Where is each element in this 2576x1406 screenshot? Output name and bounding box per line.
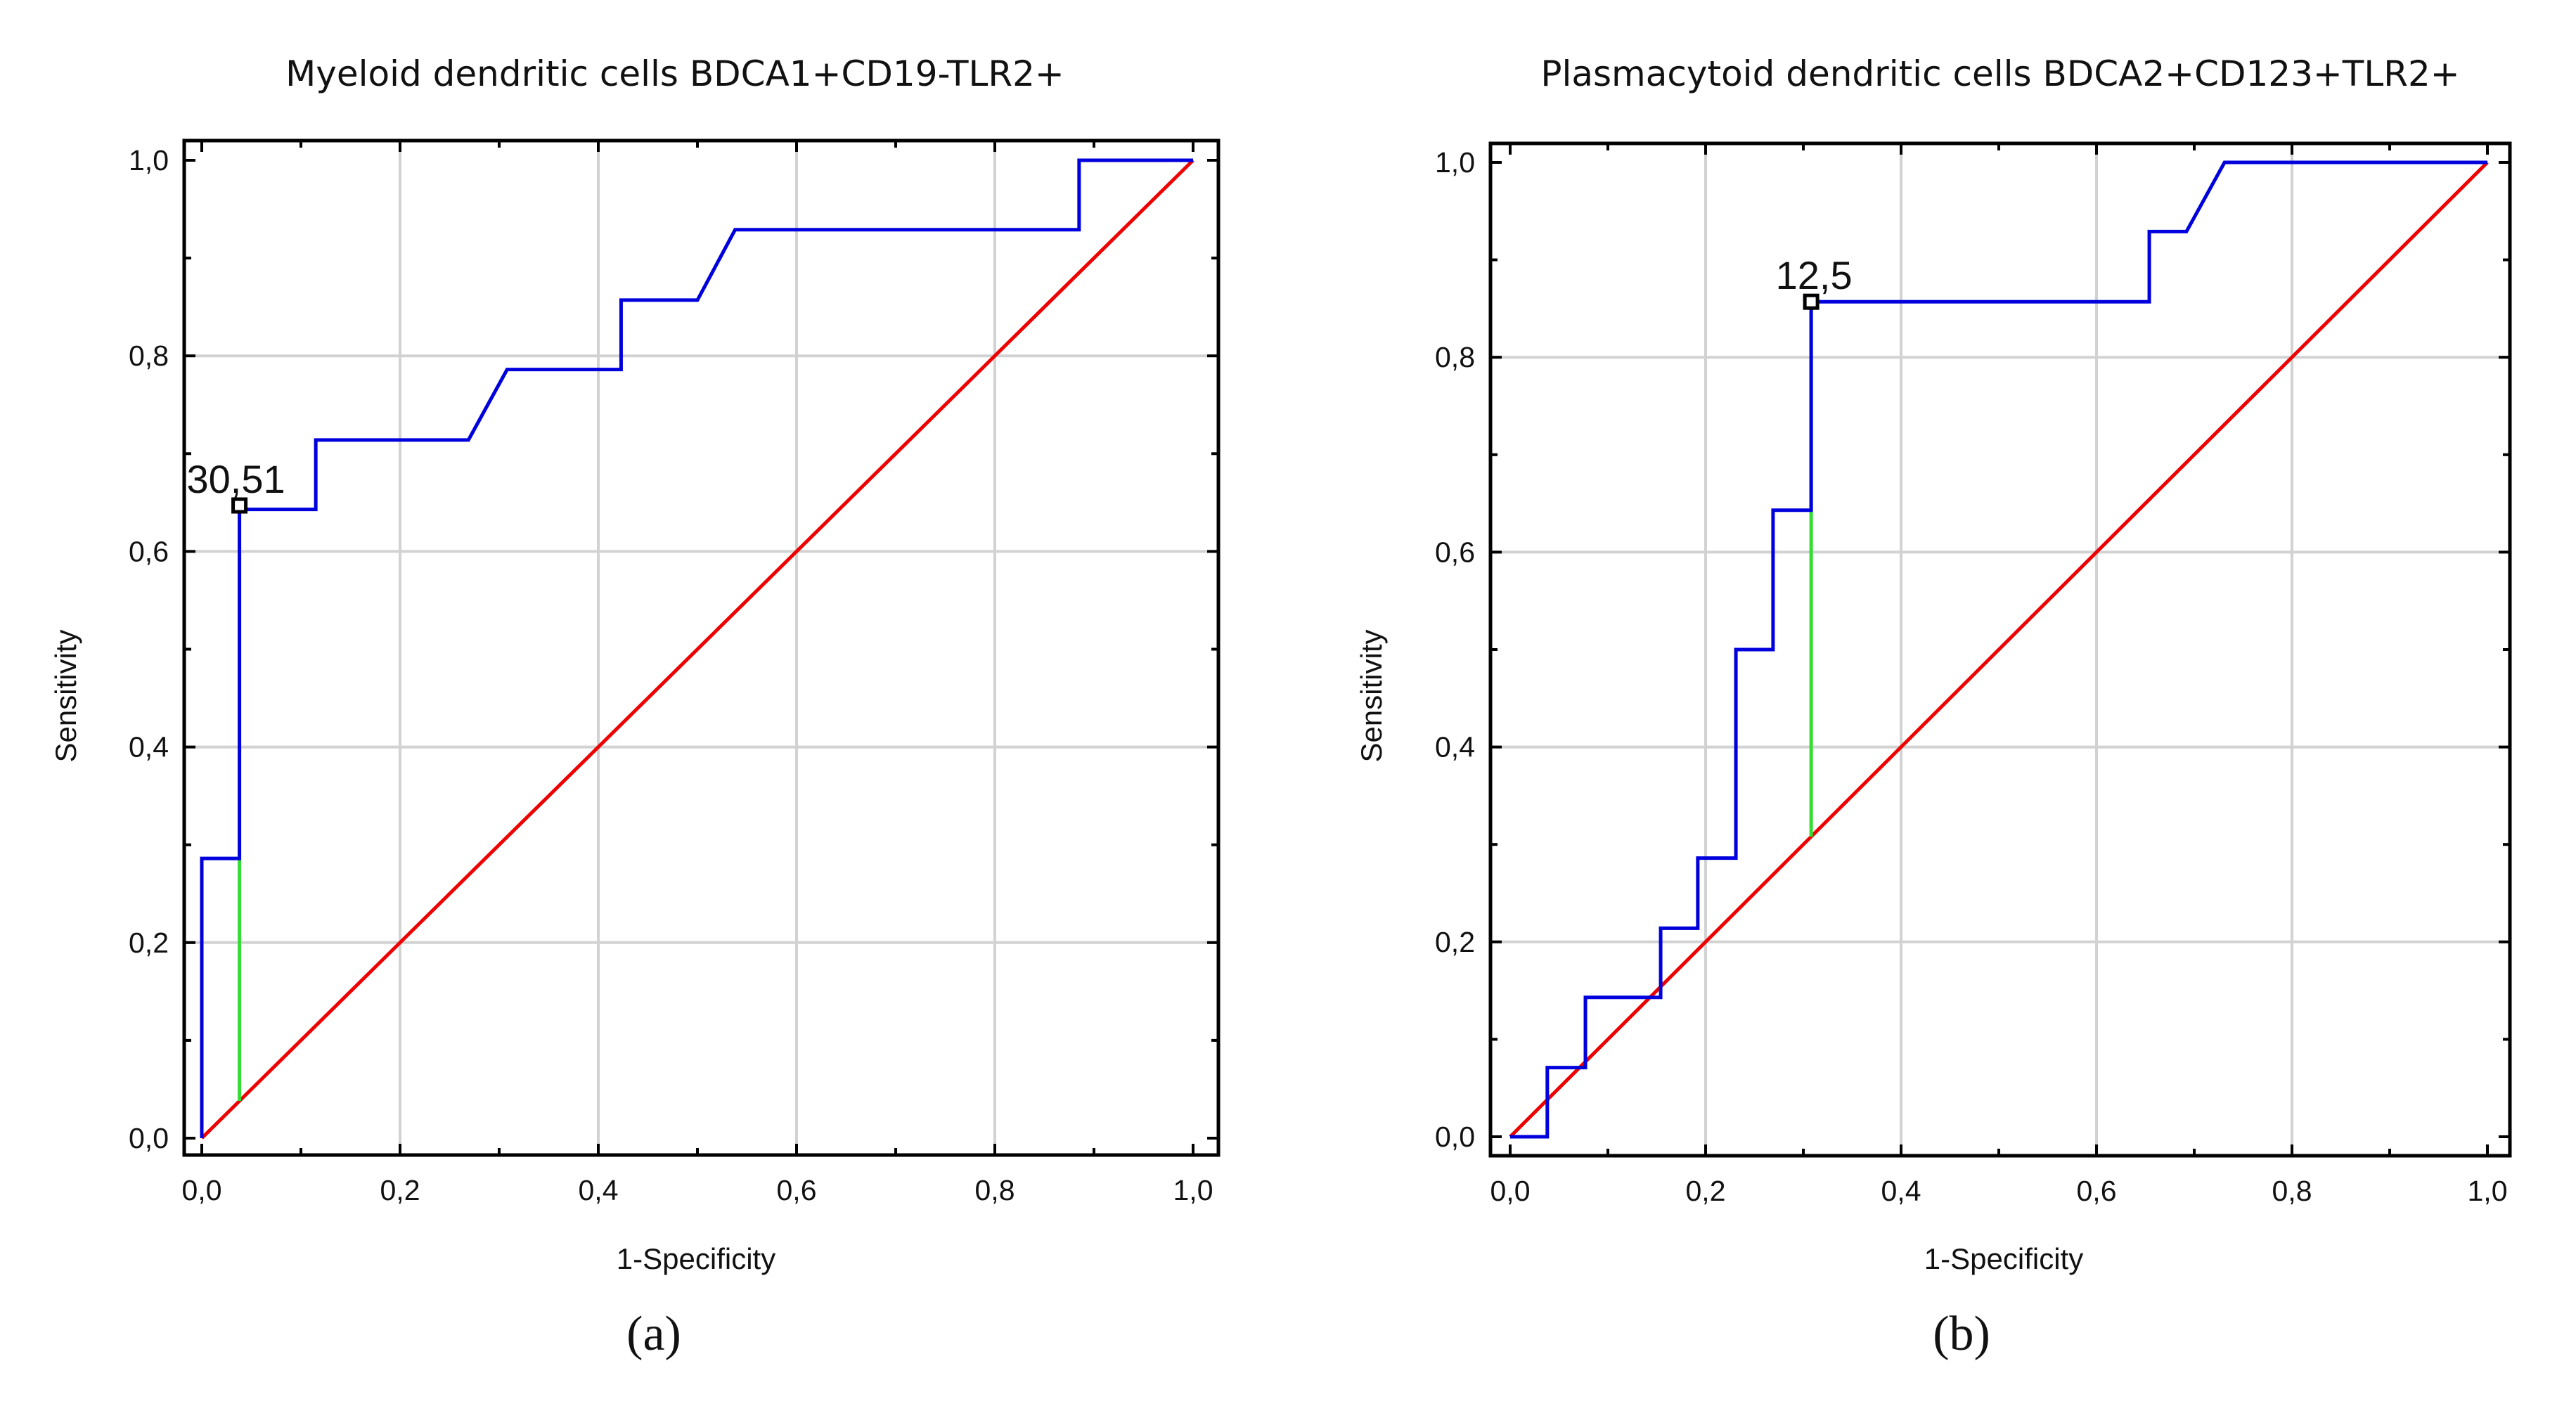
- x-tick-label: 1,0: [1173, 1174, 1213, 1206]
- y-tick-label: 1,0: [129, 144, 169, 176]
- x-tick-label: 0,8: [2272, 1175, 2312, 1207]
- y-tick-label: 0,8: [129, 340, 169, 372]
- chart-panel-a: 30,51 0,0 0,2 0,4 0,6 0,8 1,0 0,0 0,2 0,4 0,6 0,8 1,…: [49, 53, 1221, 1361]
- cutoff-label: 12,5: [1776, 253, 1853, 297]
- y-tick-label: 0,2: [1435, 926, 1475, 958]
- x-tick-label: 0,6: [2077, 1175, 2117, 1207]
- y-axis-label: Sensitivity: [1355, 629, 1388, 762]
- chart-panel-b: 12,5 0,0 0,2 0,4 0,6 0,8 1,0 0,0 0,2 0,4 0,6 0,8 1,0…: [1355, 53, 2512, 1361]
- y-axis-label: Sensitivity: [49, 629, 82, 762]
- y-tick-label: 0,6: [1435, 536, 1475, 568]
- y-tick-label: 0,8: [1435, 341, 1475, 373]
- reference-line: [200, 159, 1194, 1140]
- x-axis-label: 1-Specificity: [617, 1242, 775, 1275]
- x-tick-label: 0,4: [1881, 1175, 1921, 1207]
- x-tick-label: 1,0: [2468, 1175, 2508, 1207]
- x-tick-label: 0,8: [975, 1174, 1015, 1206]
- y-tick-label: 1,0: [1435, 146, 1475, 179]
- x-tick-label: 0,4: [579, 1174, 619, 1206]
- y-tick-label: 0,2: [129, 927, 169, 959]
- y-tick-label: 0,0: [129, 1122, 169, 1154]
- cutoff-label: 30,51: [187, 457, 285, 501]
- roc-curve: [1510, 160, 2487, 1139]
- cutoff-marker: [1803, 293, 1820, 310]
- chart-title: Myeloid dendritic cells BDCA1+CD19-TLR2+: [285, 53, 1064, 94]
- x-tick-label: 0,0: [1490, 1175, 1531, 1207]
- panel-label: (a): [626, 1307, 681, 1361]
- x-tick-label: 0,2: [380, 1174, 420, 1206]
- chart-title: Plasmacytoid dendritic cells BDCA2+CD123…: [1540, 53, 2459, 94]
- x-axis-label: 1-Specificity: [1924, 1242, 2083, 1275]
- y-tick-label: 0,0: [1435, 1121, 1475, 1153]
- panel-label: (b): [1933, 1307, 1990, 1361]
- y-tick-label: 0,6: [129, 535, 169, 567]
- x-tick-label: 0,0: [182, 1174, 222, 1206]
- tick-marks: [1490, 143, 2510, 1156]
- x-tick-label: 0,6: [777, 1174, 817, 1206]
- tick-marks: [184, 141, 1218, 1155]
- y-tick-label: 0,4: [1435, 731, 1475, 763]
- x-tick-label: 0,2: [1686, 1175, 1726, 1207]
- cutoff-marker: [231, 497, 248, 514]
- roc-curve: [200, 158, 1193, 1138]
- reference-line: [1509, 161, 2489, 1138]
- grid: [184, 141, 1218, 1155]
- y-tick-label: 0,4: [129, 731, 169, 763]
